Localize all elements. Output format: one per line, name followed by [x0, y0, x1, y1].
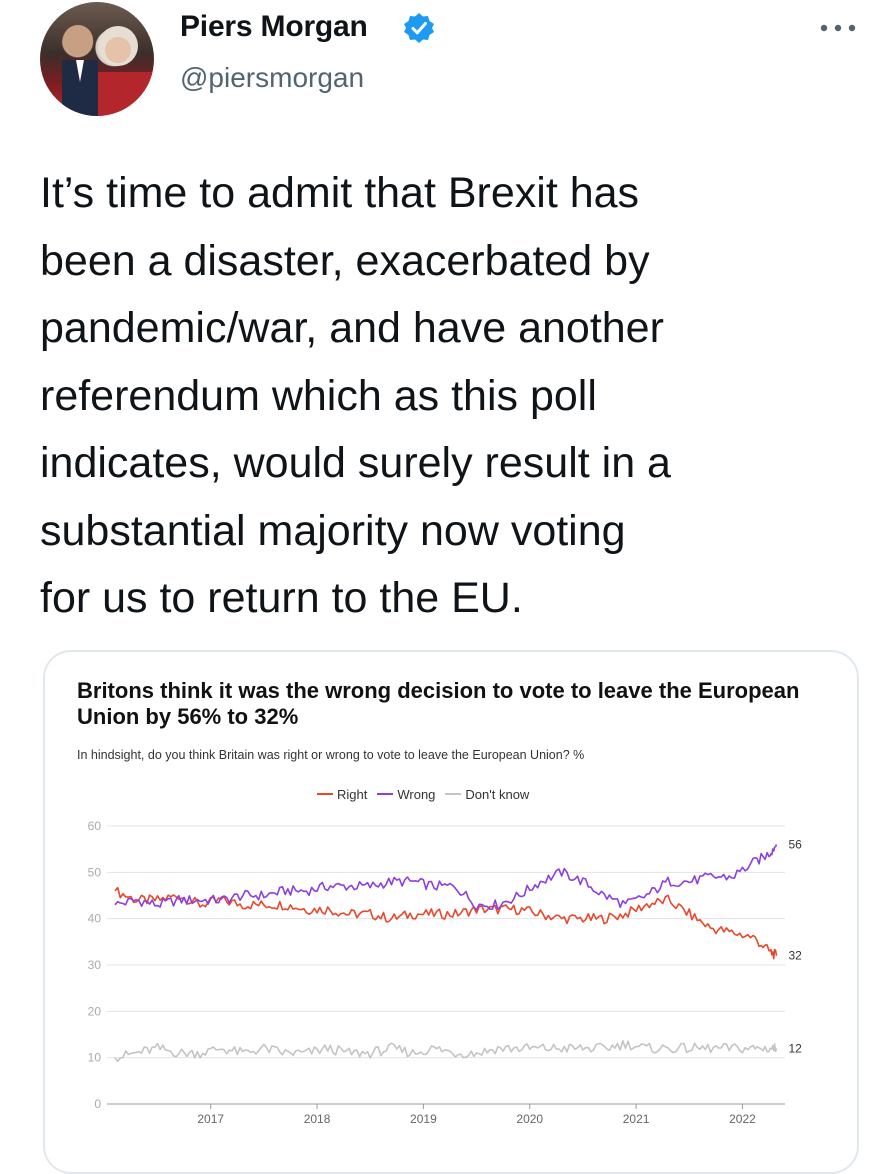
legend-swatch-dont-know: [445, 793, 462, 795]
x-tick-label: 2020: [516, 1112, 543, 1126]
x-tick-label: 2021: [623, 1112, 650, 1126]
more-options-icon[interactable]: [818, 20, 858, 36]
y-tick-label: 50: [88, 865, 102, 879]
end-value-label: 32: [788, 949, 802, 963]
legend-label-dont-know: Don't know: [465, 786, 530, 802]
legend-item-dont-know: Don't know: [445, 787, 529, 802]
legend-swatch-right: [317, 793, 333, 795]
y-tick-label: 60: [88, 819, 102, 833]
chart-subtitle: In hindsight, do you think Britain was r…: [77, 748, 585, 762]
legend-item-wrong: Wrong: [377, 787, 435, 802]
line-chart: 0 10 20 30 40 50 60 2017 2018 2019 2020 2021 2022 32 5…: [88, 819, 803, 1126]
y-tick-label: 40: [88, 912, 102, 926]
y-tick-label: 20: [88, 1004, 102, 1018]
verified-badge-icon: [404, 13, 434, 43]
chart-card[interactable]: Britons think it was the wrong decision …: [43, 650, 859, 1174]
legend-label-wrong: Wrong: [397, 786, 436, 802]
avatar-photo-icon: [62, 25, 154, 116]
chart-legend: Right Wrong Don't know: [317, 784, 529, 804]
avatar[interactable]: [40, 2, 154, 116]
legend-swatch-wrong: [377, 793, 394, 795]
author-name[interactable]: Piers Morgan: [180, 10, 368, 43]
series-line-wrong: [114, 844, 778, 911]
end-value-label: 12: [788, 1041, 802, 1055]
x-tick-label: 2019: [410, 1112, 437, 1126]
legend-item-right: Right: [317, 787, 367, 802]
legend-label-right: Right: [337, 786, 368, 802]
end-value-label: 56: [788, 838, 802, 852]
x-tick-label: 2018: [304, 1112, 331, 1126]
y-tick-label: 30: [88, 958, 102, 972]
series-line-don-t-know: [114, 1040, 778, 1063]
tweet-text: It’s time to admit that Brexit has been …: [40, 169, 671, 622]
y-tick-label: 0: [94, 1097, 101, 1111]
x-tick-label: 2022: [729, 1112, 756, 1126]
chart-title: Britons think it was the wrong decision …: [77, 678, 800, 729]
y-tick-label: 10: [88, 1051, 102, 1065]
series-line-right: [114, 886, 778, 960]
author-handle[interactable]: @piersmorgan: [180, 62, 365, 93]
x-tick-label: 2017: [197, 1112, 224, 1126]
tweet-header: Piers Morgan @piersmorgan: [0, 0, 896, 130]
